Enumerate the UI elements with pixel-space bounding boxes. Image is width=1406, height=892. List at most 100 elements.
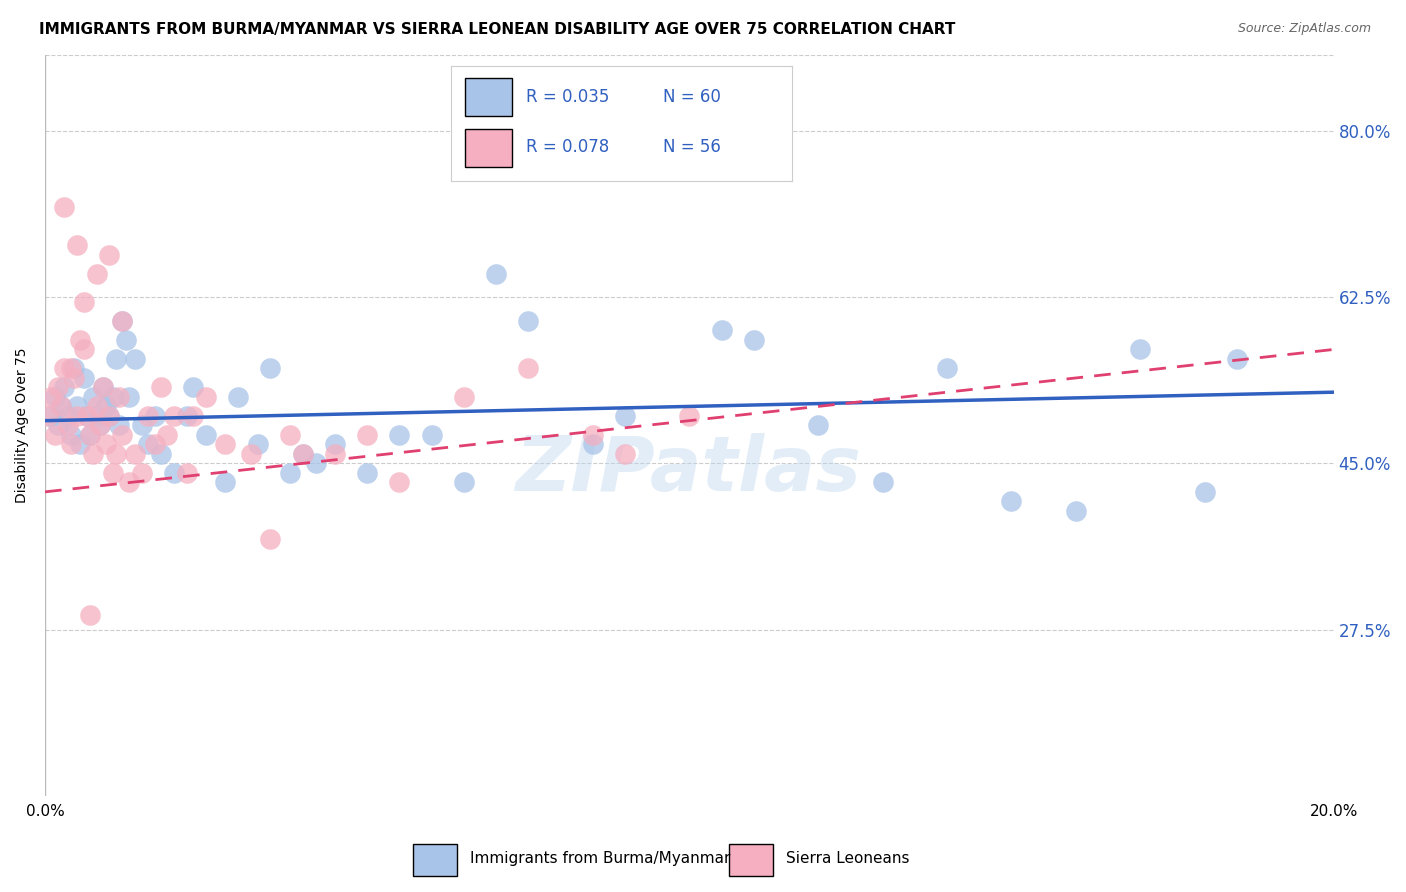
- Point: [356, 428, 378, 442]
- Point: [56, 409, 79, 423]
- FancyBboxPatch shape: [728, 844, 773, 876]
- Point: [226, 390, 249, 404]
- Point: [278, 428, 301, 442]
- Point: [98, 409, 121, 423]
- Point: [44, 390, 66, 404]
- Point: [86, 409, 108, 423]
- Point: [613, 447, 636, 461]
- Point: [53, 200, 76, 214]
- Point: [114, 333, 136, 347]
- Point: [149, 380, 172, 394]
- Point: [63, 361, 86, 376]
- Point: [108, 418, 131, 433]
- Point: [63, 371, 86, 385]
- Point: [86, 400, 108, 414]
- Point: [485, 267, 508, 281]
- Point: [291, 447, 314, 461]
- Point: [46, 418, 69, 433]
- Point: [420, 428, 443, 442]
- Point: [98, 247, 121, 261]
- Point: [89, 418, 111, 433]
- Point: [41, 409, 63, 423]
- Point: [118, 475, 141, 490]
- Point: [163, 409, 186, 423]
- Point: [44, 428, 66, 442]
- Point: [86, 267, 108, 281]
- Point: [143, 437, 166, 451]
- Point: [101, 390, 124, 404]
- Point: [356, 466, 378, 480]
- Point: [240, 447, 263, 461]
- Point: [59, 428, 82, 442]
- Point: [517, 361, 540, 376]
- Point: [453, 475, 475, 490]
- Point: [678, 409, 700, 423]
- Point: [1129, 343, 1152, 357]
- Y-axis label: Disability Age Over 75: Disability Age Over 75: [15, 348, 30, 503]
- Point: [181, 409, 204, 423]
- Point: [37, 409, 59, 423]
- Point: [453, 390, 475, 404]
- Point: [143, 409, 166, 423]
- Point: [66, 409, 89, 423]
- Point: [246, 437, 269, 451]
- Point: [136, 409, 159, 423]
- Point: [104, 447, 127, 461]
- Point: [69, 437, 91, 451]
- Point: [214, 437, 236, 451]
- Point: [76, 409, 98, 423]
- Point: [46, 380, 69, 394]
- Point: [59, 437, 82, 451]
- Text: IMMIGRANTS FROM BURMA/MYANMAR VS SIERRA LEONEAN DISABILITY AGE OVER 75 CORRELATI: IMMIGRANTS FROM BURMA/MYANMAR VS SIERRA …: [39, 22, 956, 37]
- Point: [149, 447, 172, 461]
- Point: [66, 238, 89, 252]
- Point: [214, 475, 236, 490]
- Point: [72, 371, 94, 385]
- Point: [53, 361, 76, 376]
- Point: [156, 428, 179, 442]
- FancyBboxPatch shape: [413, 844, 457, 876]
- Point: [872, 475, 894, 490]
- Point: [96, 437, 118, 451]
- Point: [72, 343, 94, 357]
- Point: [49, 400, 72, 414]
- Point: [176, 409, 198, 423]
- Point: [388, 428, 411, 442]
- Point: [108, 390, 131, 404]
- Point: [582, 428, 605, 442]
- Point: [1064, 504, 1087, 518]
- Point: [82, 390, 104, 404]
- Point: [79, 608, 101, 623]
- Text: Sierra Leoneans: Sierra Leoneans: [786, 851, 910, 866]
- Point: [323, 437, 346, 451]
- Point: [323, 447, 346, 461]
- Point: [582, 437, 605, 451]
- Point: [613, 409, 636, 423]
- Point: [101, 466, 124, 480]
- Point: [936, 361, 959, 376]
- Point: [131, 418, 153, 433]
- Point: [807, 418, 830, 433]
- Point: [66, 400, 89, 414]
- Point: [72, 295, 94, 310]
- Point: [69, 333, 91, 347]
- Point: [118, 390, 141, 404]
- Text: Source: ZipAtlas.com: Source: ZipAtlas.com: [1237, 22, 1371, 36]
- Point: [1000, 494, 1022, 508]
- Point: [82, 447, 104, 461]
- Point: [111, 314, 134, 328]
- Point: [124, 351, 146, 366]
- Point: [278, 466, 301, 480]
- Point: [76, 409, 98, 423]
- Point: [1194, 484, 1216, 499]
- Point: [79, 428, 101, 442]
- Point: [104, 351, 127, 366]
- Point: [53, 380, 76, 394]
- Point: [195, 428, 218, 442]
- Point: [91, 380, 114, 394]
- Point: [56, 418, 79, 433]
- Point: [111, 314, 134, 328]
- Point: [49, 400, 72, 414]
- Point: [176, 466, 198, 480]
- Point: [181, 380, 204, 394]
